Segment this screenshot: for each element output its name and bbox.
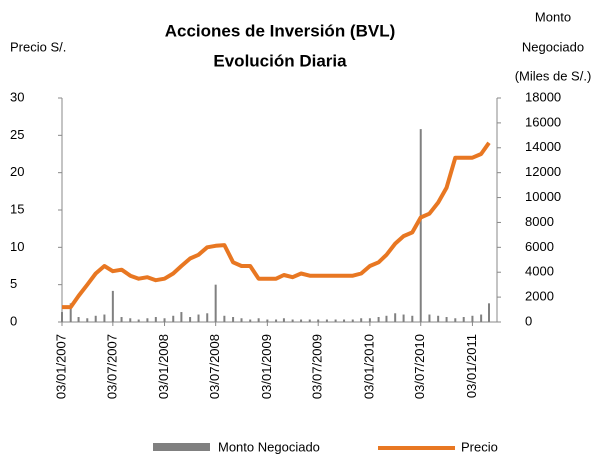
volume-bar	[317, 319, 320, 322]
legend-swatch	[153, 443, 210, 451]
y2-axis-label: Negociado	[522, 39, 584, 54]
volume-bar	[351, 319, 354, 322]
x-tick-label: 03/01/2008	[156, 334, 171, 399]
x-tick-label: 03/07/2008	[207, 334, 222, 399]
volume-bar	[419, 129, 422, 322]
volume-bar	[325, 319, 328, 322]
legend-label: Precio	[461, 439, 498, 454]
volume-bar	[223, 315, 226, 322]
volume-bar	[154, 317, 157, 322]
volume-bar	[257, 318, 260, 322]
volume-bar	[61, 312, 63, 322]
volume-bar	[437, 315, 440, 322]
chart-title: Acciones de Inversión (BVL)	[165, 21, 396, 40]
x-tick-label: 03/01/2010	[361, 334, 376, 399]
y2-tick-label: 2000	[525, 289, 554, 304]
volume-bar	[334, 319, 337, 322]
volume-bar	[480, 314, 483, 322]
volume-bar	[129, 318, 132, 322]
y2-axis-label: Monto	[535, 9, 571, 24]
y-tick-label: 25	[10, 127, 24, 142]
y-axis-label: Precio S/.	[10, 39, 66, 54]
y2-tick-label: 6000	[525, 239, 554, 254]
volume-bar	[189, 317, 192, 322]
volume-bar	[206, 313, 209, 322]
x-tick-label: 03/07/2007	[104, 334, 119, 399]
volume-bar	[300, 319, 303, 322]
volume-bar	[343, 319, 346, 322]
volume-bar	[377, 317, 380, 322]
volume-bar	[180, 312, 183, 322]
volume-bar	[232, 317, 235, 322]
volume-bar	[454, 318, 457, 322]
y2-axis-label: (Miles de S/.)	[515, 68, 592, 83]
x-tick-label: 03/01/2011	[464, 334, 479, 398]
y-tick-label: 20	[10, 164, 24, 179]
volume-bar	[120, 317, 123, 322]
volume-bar	[111, 290, 114, 322]
y2-tick-label: 10000	[525, 189, 561, 204]
volume-bar	[214, 284, 217, 322]
price-line	[62, 141, 491, 310]
y-tick-label: 10	[10, 239, 24, 254]
volume-bar	[488, 303, 490, 322]
volume-bar	[240, 318, 243, 322]
y2-tick-label: 16000	[525, 114, 561, 129]
volume-bar	[411, 315, 414, 322]
volume-bar	[291, 319, 294, 322]
y2-tick-label: 4000	[525, 264, 554, 279]
y2-tick-label: 0	[525, 313, 532, 328]
y2-tick-label: 18000	[525, 89, 561, 104]
x-tick-label: 03/07/2010	[412, 334, 427, 399]
y2-tick-label: 8000	[525, 214, 554, 229]
volume-bar	[172, 315, 175, 322]
volume-bar	[94, 315, 97, 322]
volume-bar	[385, 315, 388, 322]
y2-tick-label: 14000	[525, 139, 561, 154]
volume-bar	[266, 319, 269, 322]
x-tick-label: 03/01/2007	[53, 334, 68, 399]
volume-bar	[428, 314, 431, 322]
volume-bar	[471, 315, 474, 322]
y2-tick-label: 12000	[525, 164, 561, 179]
volume-bar	[103, 314, 106, 322]
volume-bar	[249, 319, 252, 322]
x-tick-label: 03/07/2009	[310, 334, 325, 399]
volume-bar	[462, 317, 465, 322]
y-tick-label: 15	[10, 201, 24, 216]
volume-bar	[146, 318, 149, 322]
volume-bar	[86, 318, 89, 322]
volume-bar	[197, 314, 200, 322]
volume-bar	[77, 317, 80, 322]
chart-subtitle: Evolución Diaria	[213, 51, 347, 70]
volume-bar	[137, 319, 140, 322]
volume-bar	[368, 318, 371, 322]
volume-bar	[282, 318, 285, 322]
y-tick-label: 0	[10, 313, 17, 328]
legend-label: Monto Negociado	[218, 439, 320, 454]
volume-bar	[163, 318, 166, 322]
volume-bar	[275, 319, 278, 322]
y-tick-label: 5	[10, 276, 17, 291]
volume-bar	[69, 303, 72, 322]
volume-bar	[308, 319, 311, 322]
x-tick-label: 03/01/2009	[259, 334, 274, 399]
volume-bar	[402, 314, 405, 322]
y-tick-label: 30	[10, 89, 24, 104]
volume-bar	[445, 317, 448, 322]
volume-bar	[394, 313, 397, 322]
volume-bar	[360, 318, 363, 322]
